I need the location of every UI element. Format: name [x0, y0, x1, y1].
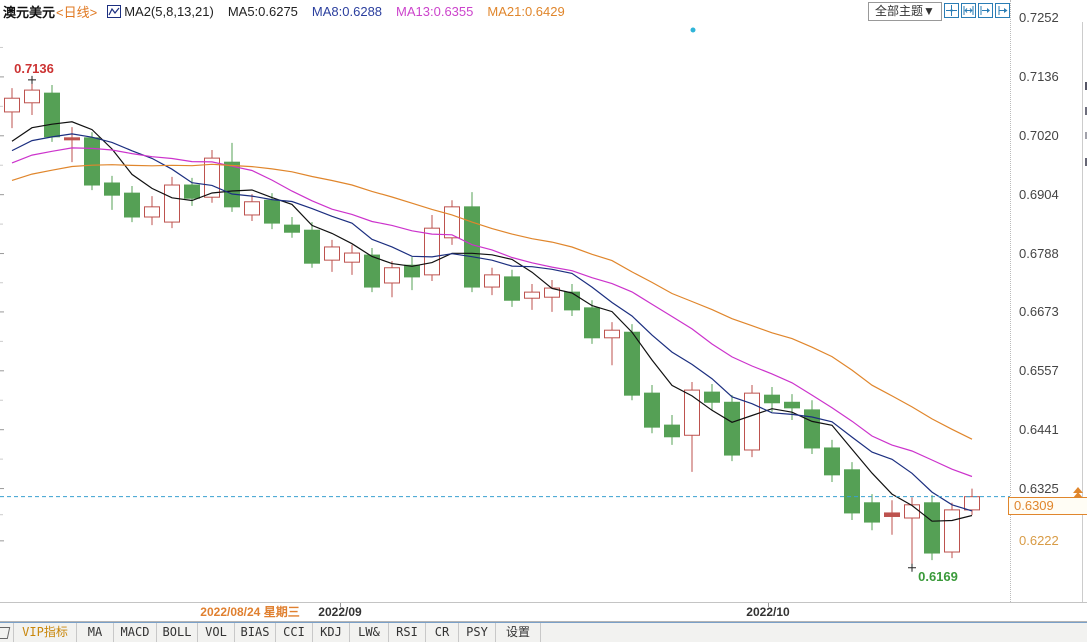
price-up-arrow-icon: [1073, 486, 1083, 493]
date-axis-label: 2022/10: [746, 605, 790, 619]
date-tick: [768, 603, 769, 607]
date-tick: [340, 603, 341, 607]
ma-legend-value: MA13:0.6355: [396, 3, 474, 19]
indicator-tab-macd[interactable]: MACD: [114, 623, 157, 642]
indicator-tab-rsi[interactable]: RSI: [389, 623, 426, 642]
period-label: <日线>: [56, 4, 98, 20]
date-axis: 2022/08/24 星期三 2022/09 2022/10: [0, 602, 1087, 622]
price-axis-label: 0.6441: [1019, 421, 1059, 437]
indicator-tab-bias[interactable]: BIAS: [235, 623, 276, 642]
price-axis-label: 0.6557: [1019, 362, 1059, 378]
low-price-annotation: 0.6169: [918, 569, 958, 584]
crosshair-date-label: 2022/08/24 星期三: [200, 605, 300, 619]
theme-dropdown-button[interactable]: 全部主题▼: [868, 2, 942, 21]
date-axis-label: 2022/09: [318, 605, 362, 619]
price-axis-label: 0.6673: [1019, 303, 1059, 319]
ma-legend-value: MA21:0.6429: [487, 3, 565, 19]
axis-tick-marks: [0, 17, 4, 542]
price-axis-label: 0.6325: [1019, 480, 1059, 496]
indicator-tab-boll[interactable]: BOLL: [157, 623, 198, 642]
chart-plot-area[interactable]: 0.7136 0.6169: [0, 17, 1010, 602]
price-axis-label: 0.7252: [1019, 10, 1059, 26]
indicator-tab-[interactable]: 设置: [496, 623, 541, 642]
ma-chart-icon: [107, 4, 122, 18]
indicator-tab-vip[interactable]: VIP指标: [14, 623, 77, 642]
high-price-annotation: 0.7136: [14, 61, 54, 76]
price-axis-label: 0.7020: [1019, 127, 1059, 143]
price-up-arrow-icon: [1073, 491, 1083, 498]
ma-legend-value: MA8:0.6288: [311, 3, 383, 19]
candlestick-chart: 0.7136 0.6169: [0, 17, 1010, 584]
compress-x-axis-icon[interactable]: [961, 3, 976, 18]
clipped-tab-fragment: [0, 623, 14, 642]
ma-legend-value: MA5:0.6275: [227, 3, 298, 19]
indicator-tab-ma[interactable]: MA: [77, 623, 114, 642]
indicator-tab-cci[interactable]: CCI: [276, 623, 313, 642]
price-axis: 0.6309 0.7252 0.7136 0.7020 0.6904 0.6788 0.6…: [1008, 0, 1087, 602]
current-price-label: 0.6309: [1008, 496, 1087, 515]
symbol-name: 澳元美元: [3, 4, 56, 20]
indicator-tab-kdj[interactable]: KDJ: [313, 623, 350, 642]
candles-layer: [4, 76, 980, 568]
price-axis-label: 0.6788: [1019, 245, 1059, 261]
indicator-tab-psy[interactable]: PSY: [459, 623, 496, 642]
ma-group-label: MA2(5,8,13,21): [124, 3, 214, 19]
stray-marker-dot: [690, 27, 696, 33]
ma-legend: MA5:0.6275 MA8:0.6288 MA13:0.6355 MA21:0.64…: [214, 4, 565, 19]
indicator-toolbar: VIP指标 MA MACD BOLL VOL BIAS CCI KDJ LW& RSI CR PSY 设…: [0, 622, 1087, 642]
pan-right-icon[interactable]: [995, 3, 1010, 18]
moving-average-lines: [11, 121, 973, 522]
expand-x-axis-icon[interactable]: [978, 3, 993, 18]
price-axis-label: 0.7136: [1019, 68, 1059, 84]
indicator-tab-vol[interactable]: VOL: [198, 623, 235, 642]
price-axis-label: 0.6222: [1019, 532, 1059, 548]
overlays-layer: 0.7136 0.6169: [0, 27, 1010, 584]
indicator-tab-cr[interactable]: CR: [426, 623, 459, 642]
price-axis-label: 0.6904: [1019, 186, 1059, 202]
chart-header: 澳元美元 <日线> MA2(5,8,13,21) MA5:0.6275 MA8:0…: [0, 0, 1010, 22]
move-crosshair-icon[interactable]: [944, 3, 959, 18]
axis-edge-line: [1082, 22, 1083, 602]
indicator-tab-lw[interactable]: LW&: [350, 623, 389, 642]
